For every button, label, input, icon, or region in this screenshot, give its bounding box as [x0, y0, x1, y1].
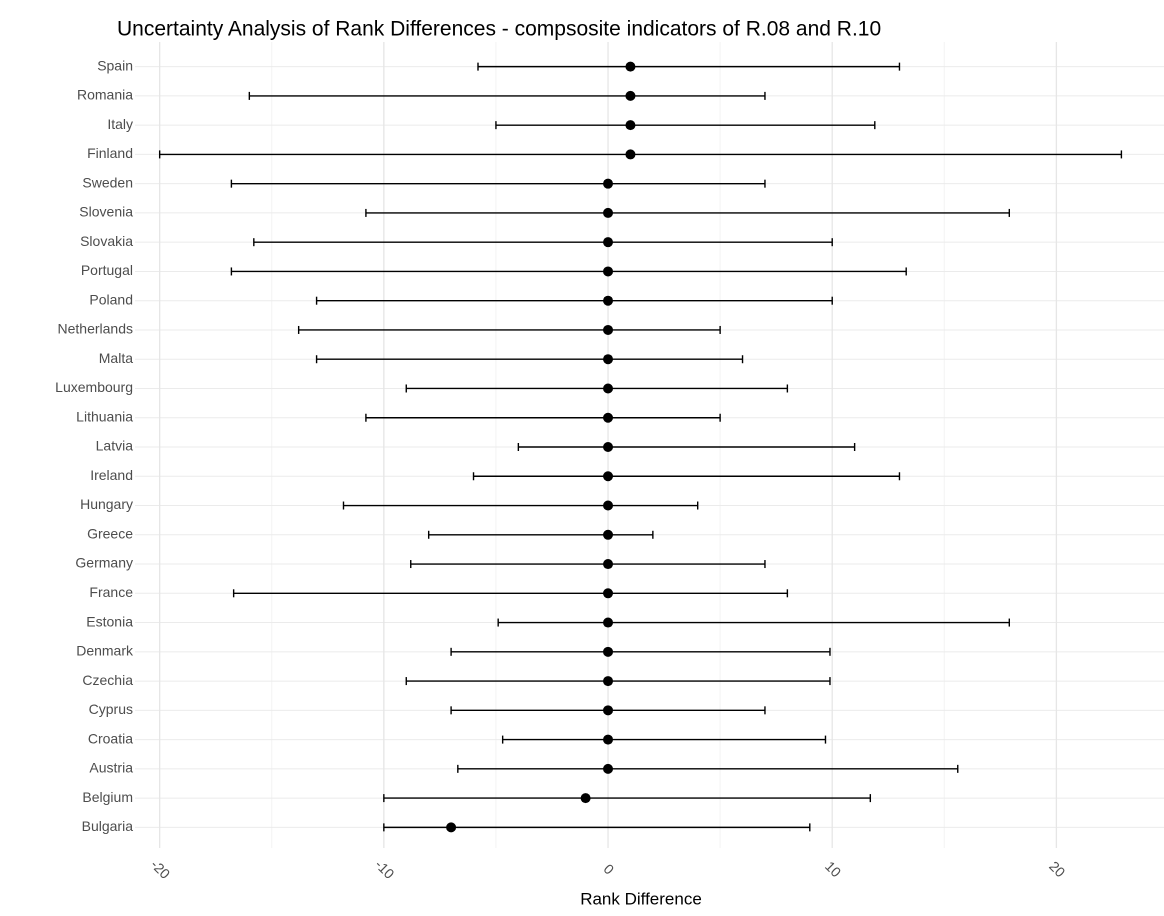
point: [625, 120, 636, 131]
y-tick-label: Belgium: [82, 789, 133, 805]
point: [603, 178, 614, 189]
point: [603, 383, 614, 394]
point: [603, 354, 614, 365]
point: [603, 471, 614, 482]
point: [603, 559, 614, 570]
point: [603, 266, 614, 277]
point: [603, 295, 614, 306]
point: [603, 442, 614, 452]
y-tick-label: Netherlands: [58, 321, 134, 337]
y-tick-label: Sweden: [82, 174, 133, 190]
x-tick-label: -20: [148, 856, 174, 882]
y-tick-label: Latvia: [96, 438, 134, 454]
y-tick-label: Lithuania: [76, 408, 133, 424]
point: [625, 61, 636, 72]
point: [603, 324, 614, 335]
point: [603, 588, 614, 599]
y-tick-label: Portugal: [81, 262, 133, 278]
y-tick-label: Hungary: [80, 496, 133, 512]
point: [603, 763, 614, 774]
y-tick-label: Austria: [89, 760, 133, 776]
y-tick-label: Bulgaria: [82, 818, 134, 834]
point: [603, 676, 614, 687]
y-tick-label: Poland: [89, 291, 133, 307]
y-tick-label: Slovenia: [79, 204, 133, 220]
x-tick-label: 10: [822, 858, 844, 880]
point: [603, 237, 614, 248]
x-tick-label: 0: [601, 861, 618, 878]
x-axis-label: Rank Difference: [580, 889, 702, 908]
point: [603, 734, 614, 745]
point: [603, 617, 614, 628]
y-tick-label: Estonia: [86, 613, 133, 629]
y-tick-label: Luxembourg: [55, 379, 133, 395]
y-tick-label: Finland: [87, 145, 133, 161]
point: [603, 646, 614, 657]
point: [603, 705, 614, 716]
y-tick-label: Denmark: [76, 643, 134, 659]
x-tick-label: -10: [372, 856, 398, 882]
point: [580, 793, 591, 804]
y-tick-label: Italy: [107, 116, 133, 132]
y-tick-label: Ireland: [90, 467, 133, 483]
point: [625, 90, 636, 101]
y-tick-label: Romania: [77, 87, 133, 103]
chart-title: Uncertainty Analysis of Rank Differences…: [117, 18, 881, 41]
y-tick-label: Malta: [99, 350, 133, 366]
y-tick-label: Croatia: [88, 730, 133, 746]
point: [603, 207, 614, 218]
y-tick-label: Spain: [97, 57, 133, 73]
y-tick-label: Slovakia: [80, 233, 133, 249]
y-tick-label: Germany: [75, 555, 133, 571]
y-tick-label: Greece: [87, 525, 133, 541]
point: [446, 822, 457, 833]
point: [603, 500, 614, 511]
y-tick-label: France: [89, 584, 133, 600]
point: [603, 529, 614, 540]
point: [603, 412, 614, 423]
x-tick-label: 20: [1046, 858, 1068, 880]
point: [625, 149, 636, 160]
y-tick-label: Cyprus: [89, 701, 133, 717]
y-tick-label: Czechia: [82, 672, 133, 688]
